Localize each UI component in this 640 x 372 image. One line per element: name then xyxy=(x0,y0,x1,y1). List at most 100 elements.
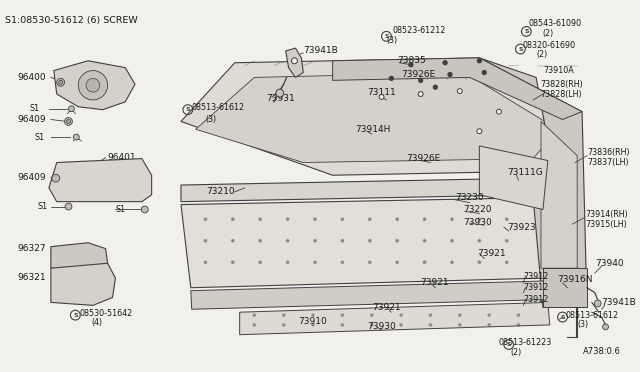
Circle shape xyxy=(483,71,486,74)
Circle shape xyxy=(204,261,207,263)
Text: S: S xyxy=(524,29,529,34)
Text: 73836(RH): 73836(RH) xyxy=(587,148,630,157)
Circle shape xyxy=(506,261,508,263)
Circle shape xyxy=(379,94,384,99)
Circle shape xyxy=(341,324,344,326)
Circle shape xyxy=(603,324,609,330)
Circle shape xyxy=(451,218,453,221)
Circle shape xyxy=(259,261,261,263)
Circle shape xyxy=(341,314,344,316)
Text: 73910: 73910 xyxy=(298,317,327,327)
Polygon shape xyxy=(479,146,548,209)
Text: 73210: 73210 xyxy=(206,187,235,196)
Circle shape xyxy=(371,314,373,316)
Polygon shape xyxy=(333,58,582,119)
Circle shape xyxy=(477,59,481,63)
Text: 73941B: 73941B xyxy=(602,298,636,307)
Circle shape xyxy=(253,314,255,316)
Circle shape xyxy=(400,314,403,316)
Polygon shape xyxy=(54,61,135,110)
Circle shape xyxy=(287,240,289,242)
Circle shape xyxy=(371,324,373,326)
Text: S1: S1 xyxy=(29,104,40,113)
Circle shape xyxy=(459,314,461,316)
Text: 96409: 96409 xyxy=(18,115,46,124)
Polygon shape xyxy=(51,243,108,270)
Text: 96409: 96409 xyxy=(18,173,46,182)
Text: 73837(LH): 73837(LH) xyxy=(587,158,628,167)
Text: S1: S1 xyxy=(34,132,44,142)
Circle shape xyxy=(419,78,422,82)
Circle shape xyxy=(341,240,344,242)
Circle shape xyxy=(52,174,60,182)
Polygon shape xyxy=(181,198,548,288)
Text: (2): (2) xyxy=(511,348,522,357)
Circle shape xyxy=(396,218,398,221)
Circle shape xyxy=(488,324,490,326)
Text: S: S xyxy=(384,34,388,39)
Circle shape xyxy=(418,92,423,96)
Circle shape xyxy=(276,89,284,97)
Circle shape xyxy=(65,203,72,210)
Text: S: S xyxy=(186,107,190,112)
Circle shape xyxy=(259,218,261,221)
Text: (3): (3) xyxy=(577,320,588,330)
Polygon shape xyxy=(181,58,582,175)
Text: 08513-61612: 08513-61612 xyxy=(192,103,245,112)
Text: (3): (3) xyxy=(205,115,216,124)
Circle shape xyxy=(369,240,371,242)
Polygon shape xyxy=(196,73,557,163)
Text: S1: S1 xyxy=(115,205,125,214)
Text: 73111G: 73111G xyxy=(507,168,543,177)
Text: 73914H: 73914H xyxy=(355,125,390,134)
Text: 73912: 73912 xyxy=(524,295,548,304)
Text: 73916N: 73916N xyxy=(557,275,593,285)
Text: 73915(LH): 73915(LH) xyxy=(585,219,627,229)
Text: 73921: 73921 xyxy=(420,278,449,287)
Text: (4): (4) xyxy=(91,318,102,327)
Polygon shape xyxy=(191,281,550,309)
Text: 73230: 73230 xyxy=(455,193,484,202)
Text: S: S xyxy=(506,342,511,347)
Polygon shape xyxy=(49,158,152,202)
Circle shape xyxy=(478,261,481,263)
Text: 73921: 73921 xyxy=(477,249,506,258)
Text: 08320-61690: 08320-61690 xyxy=(522,41,575,49)
Circle shape xyxy=(282,314,285,316)
Polygon shape xyxy=(181,178,533,202)
Circle shape xyxy=(341,218,344,221)
Circle shape xyxy=(78,71,108,100)
Circle shape xyxy=(314,218,316,221)
Circle shape xyxy=(282,324,285,326)
Polygon shape xyxy=(285,48,303,77)
Circle shape xyxy=(424,218,426,221)
Circle shape xyxy=(287,218,289,221)
Text: 08543-61090: 08543-61090 xyxy=(528,19,581,28)
Circle shape xyxy=(429,324,431,326)
Text: 96321: 96321 xyxy=(18,273,46,282)
Circle shape xyxy=(341,261,344,263)
Text: 73910A: 73910A xyxy=(543,66,573,75)
Text: 73941B: 73941B xyxy=(303,46,338,55)
Circle shape xyxy=(477,129,482,134)
Circle shape xyxy=(451,240,453,242)
Text: 96400: 96400 xyxy=(18,73,46,82)
Circle shape xyxy=(86,78,100,92)
Circle shape xyxy=(424,240,426,242)
Text: 08513-61223: 08513-61223 xyxy=(499,338,552,347)
Circle shape xyxy=(312,324,314,326)
Text: 73926E: 73926E xyxy=(401,70,435,79)
Text: 73931: 73931 xyxy=(266,94,295,103)
Circle shape xyxy=(389,76,393,80)
Circle shape xyxy=(232,261,234,263)
Text: 73111: 73111 xyxy=(367,87,396,97)
Circle shape xyxy=(74,134,79,140)
Polygon shape xyxy=(479,58,587,307)
Text: 73921: 73921 xyxy=(372,303,401,312)
Circle shape xyxy=(451,261,453,263)
Circle shape xyxy=(67,119,70,124)
Circle shape xyxy=(400,324,403,326)
Circle shape xyxy=(506,240,508,242)
Circle shape xyxy=(59,80,63,84)
Circle shape xyxy=(232,218,234,221)
